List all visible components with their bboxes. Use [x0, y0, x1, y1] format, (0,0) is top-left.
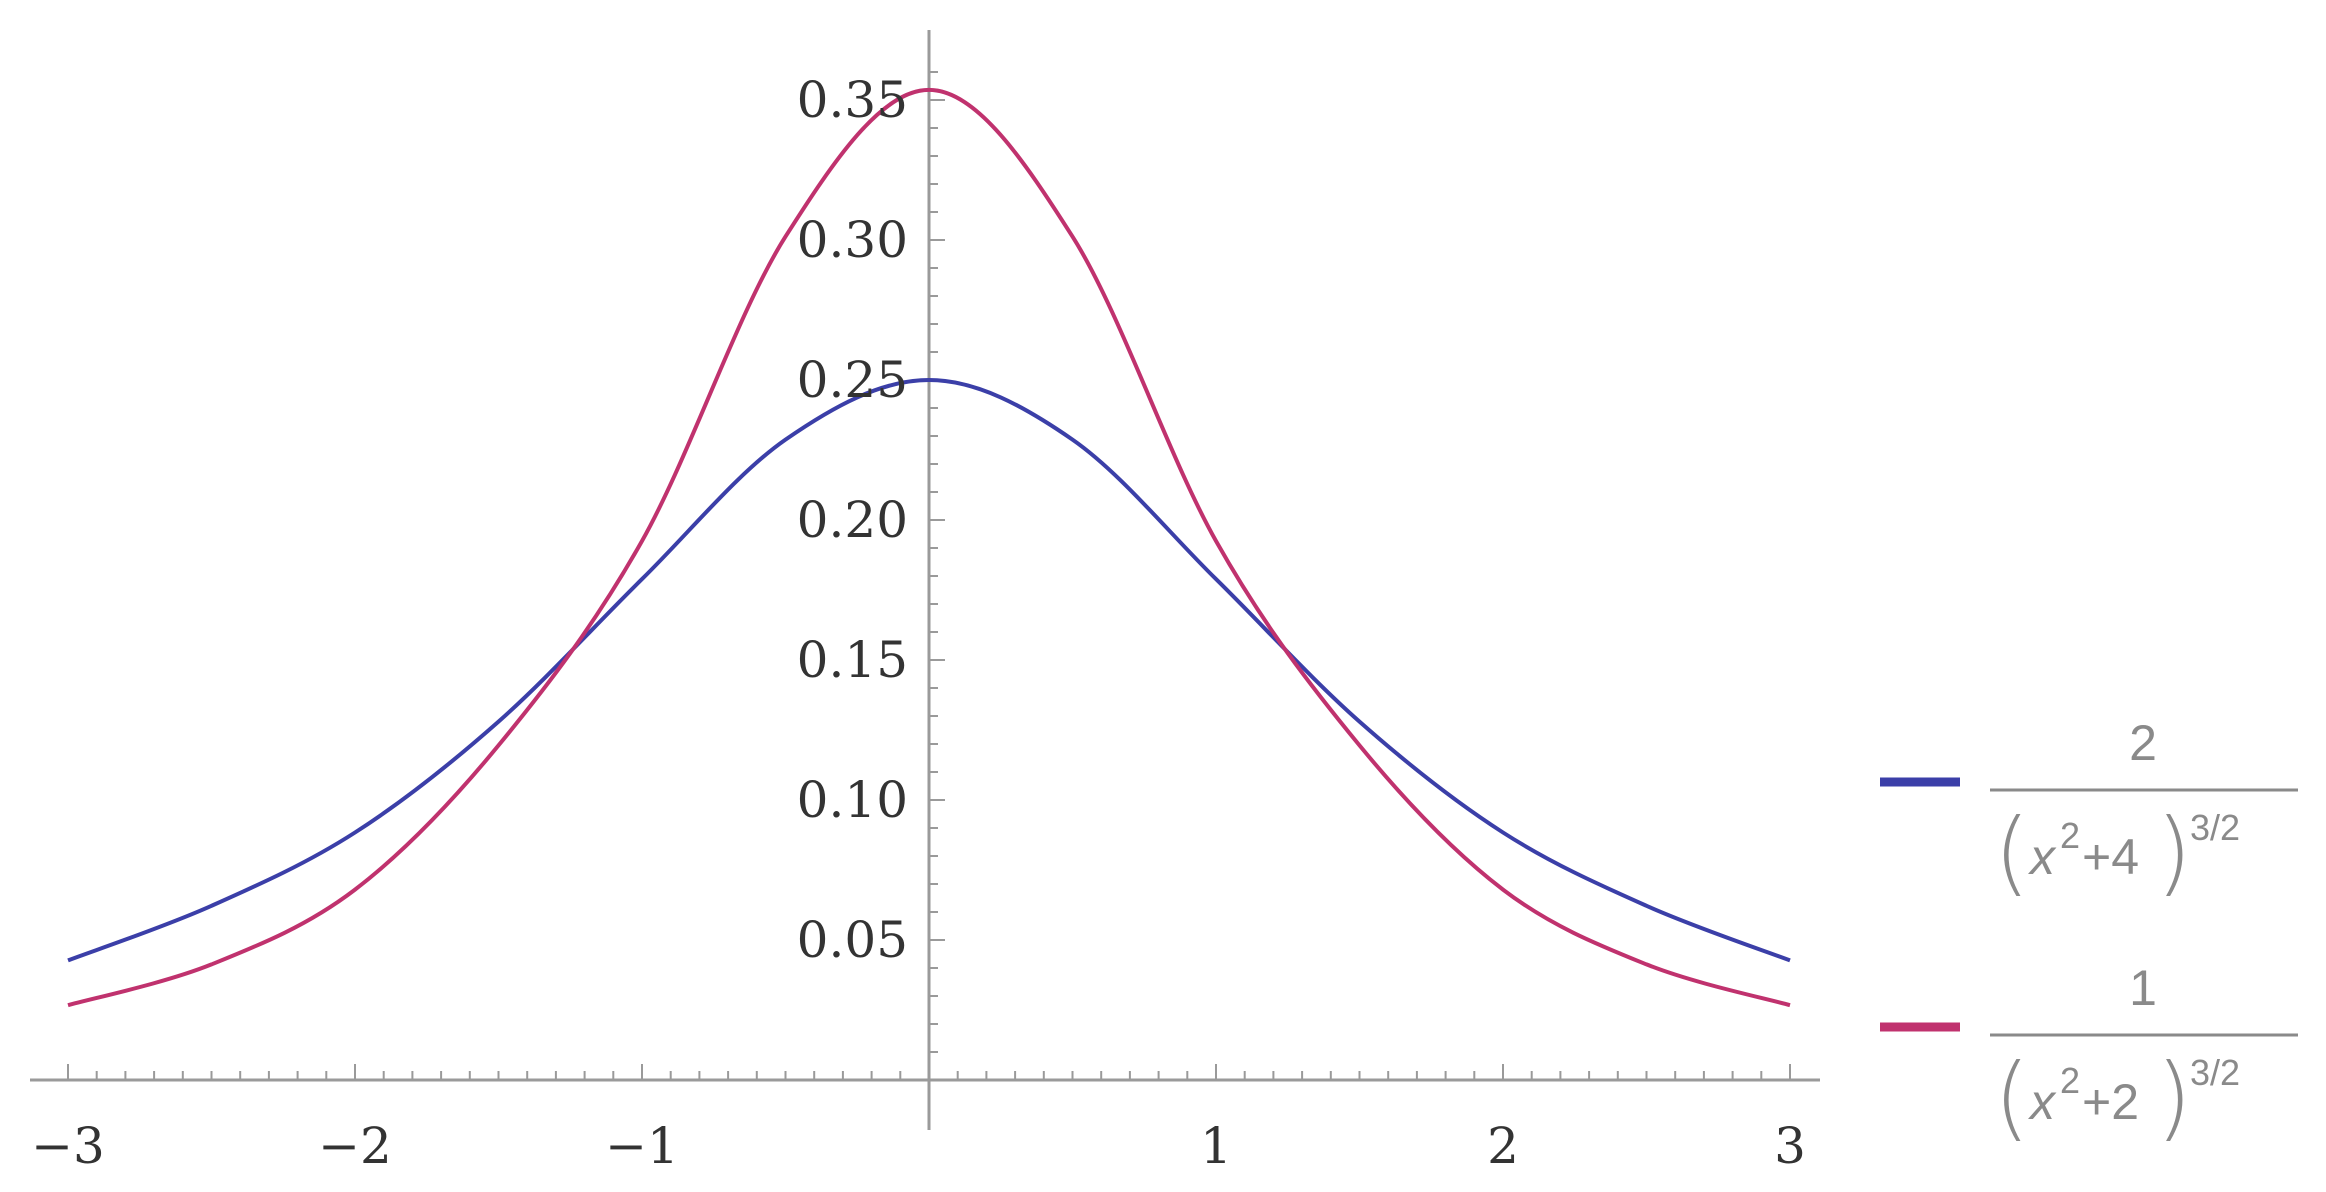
legend-base: x	[2028, 829, 2057, 885]
right-paren: )	[2156, 799, 2192, 906]
legend-numerator: 1	[2129, 960, 2157, 1016]
x-tick-label: 3	[1774, 1117, 1806, 1175]
y-tick-label: 0.20	[797, 491, 908, 549]
curves	[67, 87, 1791, 1008]
tick-labels: −3 −2 −1 1 2 3 0.05 0.10 0.15 0.20 0.25 0.30 0.35	[31, 71, 1806, 1175]
legend-constant: +2	[2082, 1074, 2139, 1130]
legend-numerator: 2	[2129, 715, 2157, 771]
legend-power: 3/2	[2190, 1052, 2240, 1093]
y-tick-label: 0.10	[797, 771, 908, 829]
axes	[30, 30, 1820, 1130]
legend-item-2: 1 (x 2 +2)3/2	[1880, 960, 2298, 1151]
left-paren: (	[1994, 1044, 2030, 1151]
legend-power: 3/2	[2190, 807, 2240, 848]
y-tick-label: 0.15	[797, 631, 908, 689]
x-tick-label: −1	[605, 1117, 679, 1175]
series-1-curve	[67, 378, 1791, 963]
y-tick-label: 0.05	[797, 911, 908, 969]
legend: 2(x 2 +4)3/21(x 2 +2)3/2	[1880, 715, 2298, 1151]
y-tick-label: 0.30	[797, 211, 908, 269]
legend-item-1: 2(x 2 +4)3/2	[1880, 715, 2298, 906]
x-tick-label: −3	[31, 1117, 105, 1175]
legend-exponent: 2	[2060, 1060, 2080, 1101]
legend-exponent: 2	[2060, 815, 2080, 856]
y-tick-label: 0.25	[797, 351, 908, 409]
x-tick-label: 1	[1200, 1117, 1232, 1175]
series-2-curve	[67, 87, 1791, 1008]
x-tick-label: −2	[318, 1117, 392, 1175]
y-tick-label: 0.35	[797, 71, 908, 129]
left-paren: (	[1994, 799, 2030, 906]
right-paren: )	[2156, 1044, 2192, 1151]
legend-constant: +4	[2082, 829, 2139, 885]
x-tick-label: 2	[1487, 1117, 1519, 1175]
legend-base: x	[2028, 1074, 2057, 1130]
